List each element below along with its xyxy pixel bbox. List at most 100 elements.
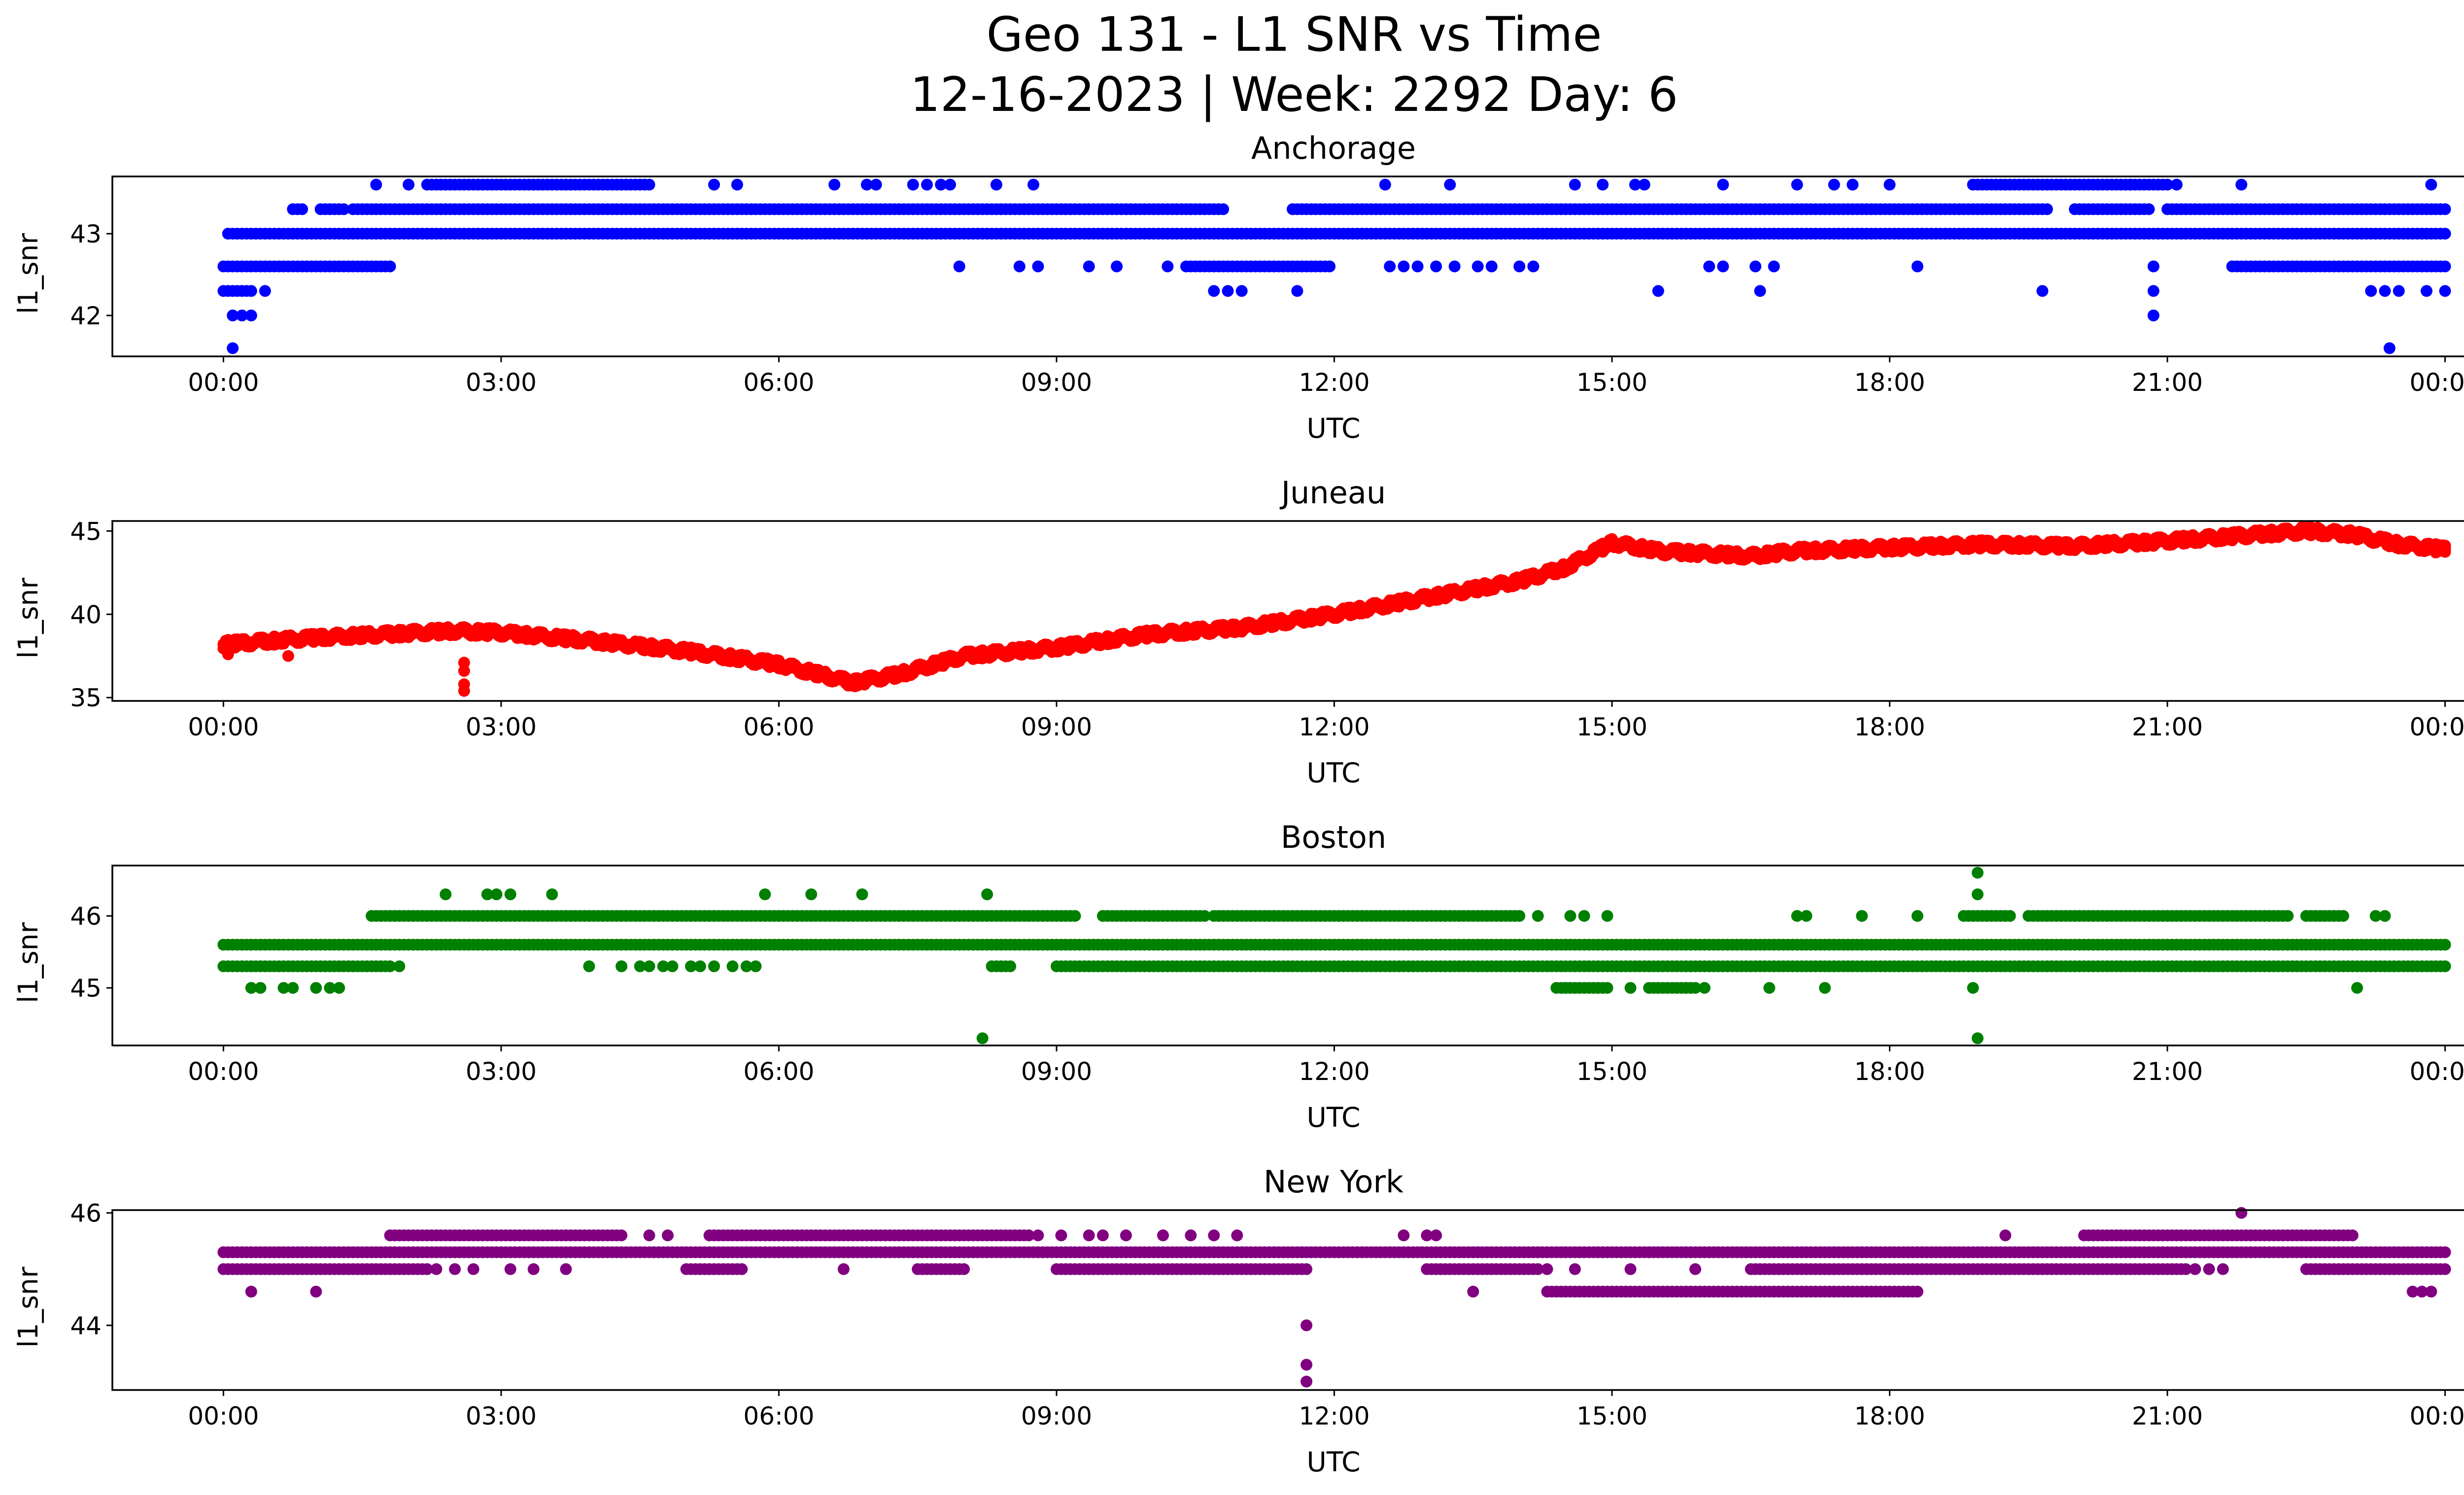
data-point [870,179,882,191]
y-ticks: 354045 [70,517,112,712]
data-point [1384,261,1396,273]
data-point [2425,179,2437,191]
data-points [217,522,2451,697]
data-point [1027,179,1039,191]
data-point [227,342,239,354]
data-point [1749,261,1761,273]
figure-canvas: Geo 131 - L1 SNR vs Time 12-16-2023 | We… [0,0,2464,1495]
data-point [1847,179,1858,191]
data-point [2041,203,2053,215]
data-point [1472,261,1484,273]
x-tick-label: 12:00 [1299,368,1369,397]
y-tick-label: 43 [70,220,102,248]
subplot-anchorage: Anchorage l1_snr UTC 4243 00:0003:0006:0… [12,130,2464,444]
data-point [708,179,720,191]
data-point [259,285,271,297]
data-point [2124,179,2136,191]
x-tick-label: 06:00 [743,713,814,741]
y-axis-label: l1_snr [12,578,44,659]
x-tick-label: 00:00 [2410,713,2464,741]
data-point [1527,261,1539,273]
data-point [222,648,234,660]
data-point [2439,285,2451,297]
x-tick-label: 12:00 [1299,713,1369,741]
data-point [384,261,396,273]
data-point [1652,285,1664,297]
data-point [1717,261,1729,273]
data-point [245,285,257,297]
data-point [1083,261,1095,273]
subplot-title: Anchorage [1251,130,1416,166]
data-point [1449,261,1461,273]
figure-title-line1: Geo 131 - L1 SNR vs Time [987,7,1602,62]
data-point [458,685,470,697]
data-point [2439,939,2451,951]
data-point [1162,261,1173,273]
data-point [1324,261,1335,273]
data-point [2379,285,2391,297]
data-point [2148,310,2159,321]
data-point [282,650,294,662]
data-point [731,179,743,191]
data-point [1032,261,1044,273]
data-point [2235,179,2247,191]
data-point [1912,261,1923,273]
data-point [1791,179,1803,191]
data-point [2143,203,2155,215]
data-point [1398,261,1409,273]
subplot-title: Boston [1281,819,1386,855]
data-point [2421,285,2432,297]
x-tick-label: 09:00 [1021,368,1092,397]
x-tick-label: 09:00 [1021,713,1092,741]
y-tick-label: 42 [70,302,102,330]
x-tick-label: 00:00 [188,713,259,741]
data-point [1768,261,1780,273]
data-point [2384,342,2396,354]
y-axis-label: l1_snr [12,922,44,1003]
data-point [2171,179,2183,191]
x-tick-label: 21:00 [2132,368,2203,397]
data-point [2439,261,2451,273]
subplot-title: Juneau [1279,475,1386,511]
subplot-juneau: Juneau l1_snr UTC 354045 00:0003:0006:00… [12,475,2464,789]
data-point [1717,179,1729,191]
data-point [1430,261,1442,273]
y-ticks: 42 43 [70,220,112,330]
data-point [1486,261,1498,273]
y-tick-label: 35 [70,684,102,712]
x-tick-label: 00:00 [2410,368,2464,397]
data-point [944,179,956,191]
data-point [2439,546,2451,558]
data-point [1412,261,1424,273]
data-point [1703,261,1715,273]
x-tick-label: 03:00 [466,713,537,741]
data-point [954,261,965,273]
x-tick-label: 18:00 [1854,713,1925,741]
data-point [1597,179,1608,191]
data-point [1884,179,1896,191]
x-axis-label: UTC [1306,413,1360,444]
x-ticks: 00:0003:0006:0009:0012:0015:0018:0021:00… [188,356,2464,397]
data-point [1444,179,1456,191]
data-point [1513,261,1525,273]
data-point [991,179,1002,191]
data-point [1639,179,1650,191]
data-point [921,179,933,191]
data-point [907,179,919,191]
x-tick-label: 06:00 [743,368,814,397]
data-point [2393,285,2405,297]
y-tick-label: 40 [70,600,102,629]
x-tick-label: 15:00 [1576,368,1647,397]
data-point [828,179,840,191]
figure-title-line2: 12-16-2023 | Week: 2292 Day: 6 [910,67,1678,123]
data-point [2439,203,2451,215]
x-axis-label: UTC [1306,1102,1360,1133]
data-point [2037,285,2049,297]
data-point [1291,285,1303,297]
data-point [245,310,257,321]
data-point [1217,203,1229,215]
data-points [217,867,2451,1044]
data-points [217,179,2451,354]
data-point [1111,261,1123,273]
data-point [2148,285,2159,297]
